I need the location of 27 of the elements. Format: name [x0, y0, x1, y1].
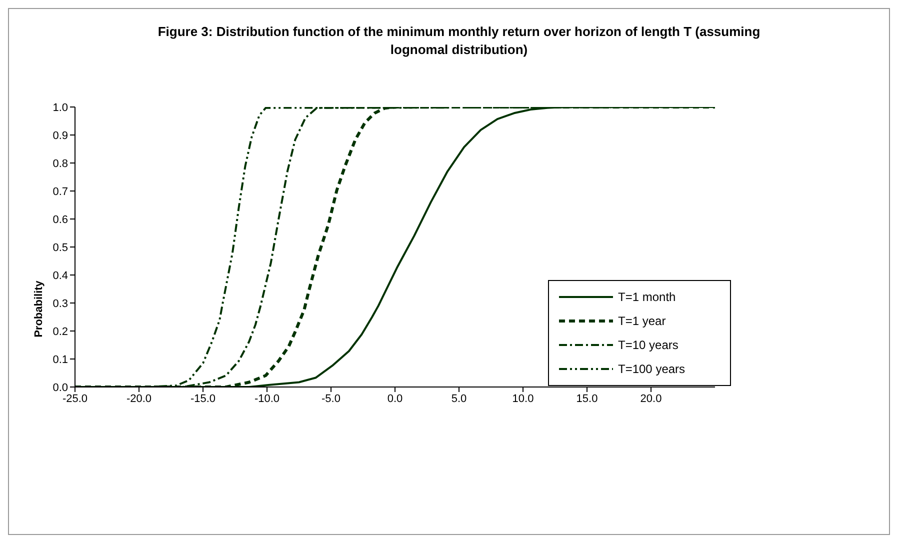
x-tick-label: -10.0: [254, 392, 280, 405]
x-tick-label: -20.0: [126, 392, 152, 405]
y-tick-label: 0.4: [52, 270, 68, 282]
y-tick-label: 0.6: [52, 214, 68, 226]
y-axis-title: Probability: [33, 280, 46, 339]
chart-title: Figure 3: Distribution function of the minimum monthly return over horizon of length T (assuming lognomal distribution): [156, 23, 762, 59]
x-tick-label: 10.0: [512, 392, 534, 405]
y-tick-label: 0.9: [52, 130, 68, 142]
x-tick-label: -15.0: [190, 392, 216, 405]
x-tick-label: 20.0: [640, 392, 662, 405]
x-tick-label: 5.0: [451, 392, 467, 405]
x-tick-label: 0.0: [387, 392, 403, 405]
legend-label: T=1 month: [618, 290, 676, 304]
y-tick-label: 0.0: [52, 382, 68, 394]
legend-label: T=100 years: [618, 362, 686, 376]
y-tick-label: 0.8: [52, 158, 68, 170]
y-tick-label: 0.1: [52, 354, 68, 366]
x-tick-label: -5.0: [322, 392, 340, 405]
x-tick-label: -25.0: [62, 392, 88, 405]
legend-label: T=1 year: [618, 314, 666, 328]
y-tick-label: 0.7: [52, 186, 68, 198]
y-tick-label: 0.3: [52, 298, 68, 310]
y-tick-label: 0.5: [52, 242, 68, 254]
x-tick-label: 15.0: [576, 392, 598, 405]
legend-label: T=10 years: [618, 338, 678, 352]
y-tick-label: 0.2: [52, 326, 68, 338]
y-tick-label: 1.0: [52, 102, 68, 114]
